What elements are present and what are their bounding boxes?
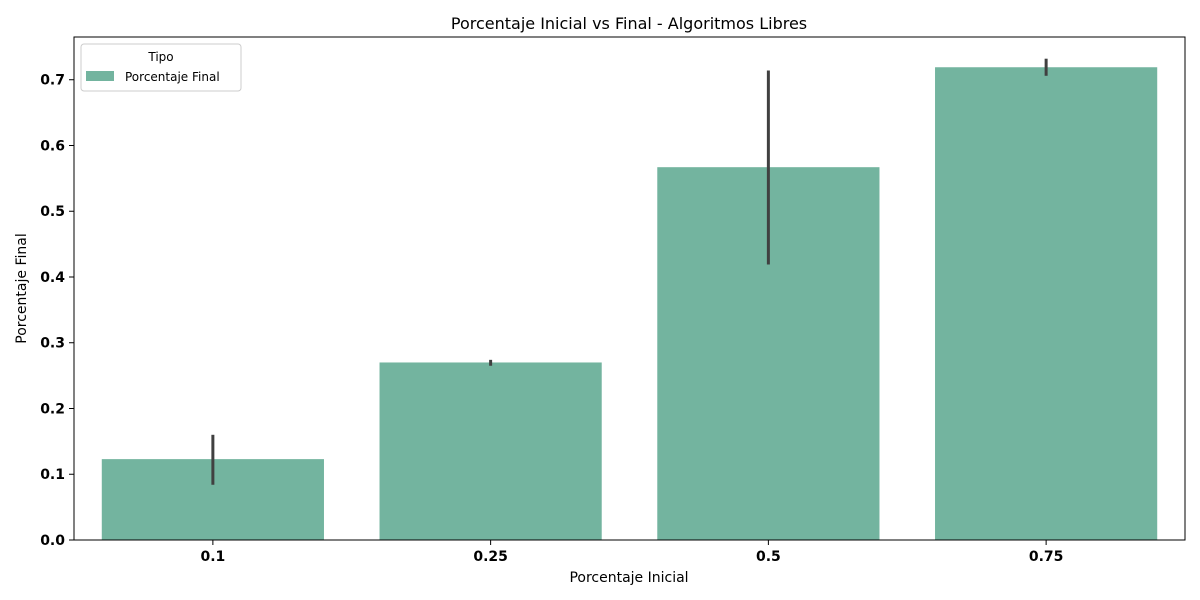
chart-title: Porcentaje Inicial vs Final - Algoritmos… (451, 14, 807, 33)
legend-entry-label: Porcentaje Final (125, 70, 220, 84)
y-tick-label-2: 0.2 (40, 401, 65, 417)
y-axis: 0.0 0.1 0.2 0.3 0.4 0.5 0.6 0.7 (40, 73, 74, 549)
y-tick-label-7: 0.7 (40, 73, 65, 89)
x-tick-label-0: 0.1 (200, 549, 225, 565)
y-tick-label-3: 0.3 (40, 336, 65, 352)
y-tick-label-0: 0.0 (40, 533, 65, 549)
legend-swatch (86, 71, 114, 81)
bar-3 (935, 67, 1158, 540)
x-axis: 0.1 0.25 0.5 0.75 (200, 540, 1063, 565)
y-axis-label: Porcentaje Final (14, 233, 30, 343)
x-tick-label-1: 0.25 (473, 549, 508, 565)
y-tick-label-6: 0.6 (40, 138, 65, 154)
x-tick-label-3: 0.75 (1029, 549, 1064, 565)
bars-layer (101, 67, 1158, 540)
legend-frame (80, 43, 242, 92)
x-axis-label: Porcentaje Inicial (569, 570, 688, 586)
y-tick-label-4: 0.4 (40, 270, 65, 286)
x-tick-label-2: 0.5 (756, 549, 781, 565)
bar-1 (379, 362, 602, 540)
y-tick-label-1: 0.1 (40, 467, 65, 483)
legend-title: Tipo (147, 50, 173, 64)
legend: Tipo Porcentaje Final (80, 43, 242, 92)
error-bars-layer (211, 58, 1048, 485)
y-tick-label-5: 0.5 (40, 204, 65, 220)
plot-frame (73, 36, 1186, 541)
